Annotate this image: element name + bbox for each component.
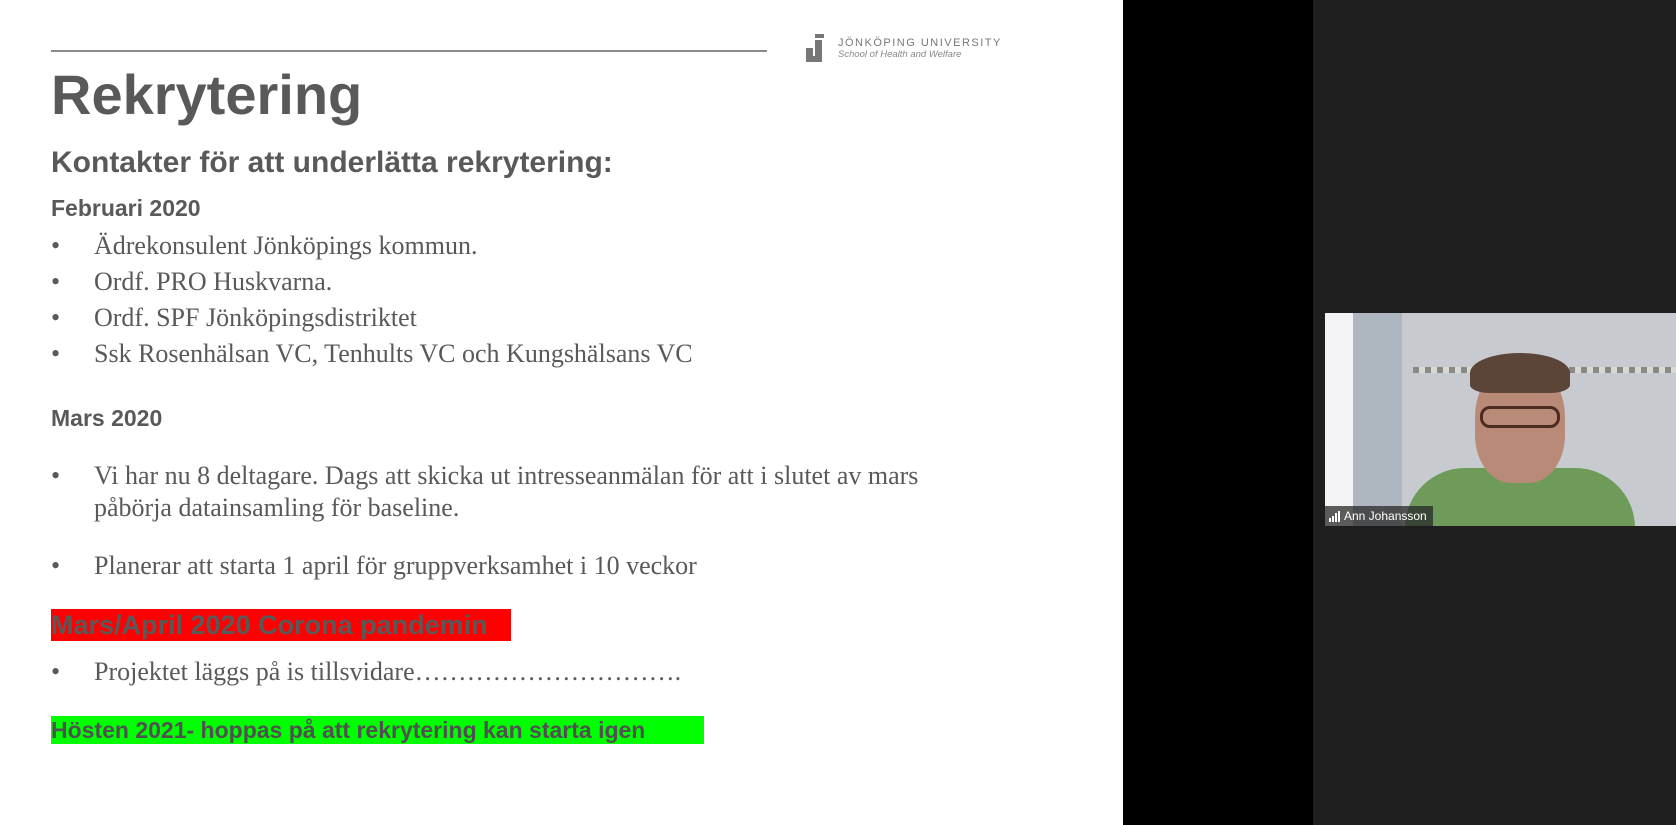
green-highlight-heading: Hösten 2021- hoppas på att rekrytering k… — [51, 716, 704, 744]
section-heading: Mars 2020 — [51, 405, 163, 431]
logo-university-name: JÖNKÖPING UNIVERSITY — [838, 36, 1002, 49]
bullet-text: Ordf. SPF Jönköpingsdistriktet — [94, 303, 417, 332]
university-logo: JÖNKÖPING UNIVERSITY School of Health an… — [806, 34, 1002, 62]
bullet-icon: • — [51, 461, 61, 490]
bullet-icon: • — [51, 303, 61, 332]
header-rule — [51, 50, 767, 52]
red-highlight-heading: Mars/April 2020 Corona pandemin — [51, 609, 511, 641]
bullet-text: Ordf. PRO Huskvarna. — [94, 267, 333, 296]
video-person-glasses — [1480, 406, 1560, 428]
slide-subtitle: Kontakter för att underlätta rekrytering… — [51, 146, 613, 179]
logo-school-name: School of Health and Welfare — [838, 48, 962, 60]
participant-name: Ann Johansson — [1344, 509, 1427, 523]
bullet-text: Ssk Rosenhälsan VC, Tenhults VC och Kung… — [94, 339, 693, 368]
section-heading: Februari 2020 — [51, 195, 201, 221]
bullet-icon: • — [51, 339, 61, 368]
bullet-text: Ädrekonsulent Jönköpings kommun. — [94, 231, 478, 260]
signal-strength-icon — [1329, 510, 1340, 522]
slide-title: Rekrytering — [51, 63, 363, 126]
ju-logo-icon — [806, 34, 824, 62]
bullet-text: Vi har nu 8 deltagare. Dags att skicka u… — [94, 461, 919, 490]
bullet-icon: • — [51, 231, 61, 260]
bullet-text-continued: påbörja datainsamling för baseline. — [94, 493, 460, 522]
bullet-icon: • — [51, 551, 61, 580]
shared-slide: JÖNKÖPING UNIVERSITY School of Health an… — [0, 0, 1123, 825]
bullet-icon: • — [51, 267, 61, 296]
bullet-icon: • — [51, 657, 61, 686]
divider-area — [1123, 0, 1313, 825]
bullet-text: Planerar att starta 1 april för gruppver… — [94, 551, 697, 580]
participant-video-tile[interactable]: Ann Johansson — [1325, 313, 1676, 526]
bullet-text: Projektet läggs på is tillsvidare…………………… — [94, 657, 682, 686]
video-person-hair — [1470, 353, 1570, 393]
participant-name-tag: Ann Johansson — [1325, 506, 1433, 526]
